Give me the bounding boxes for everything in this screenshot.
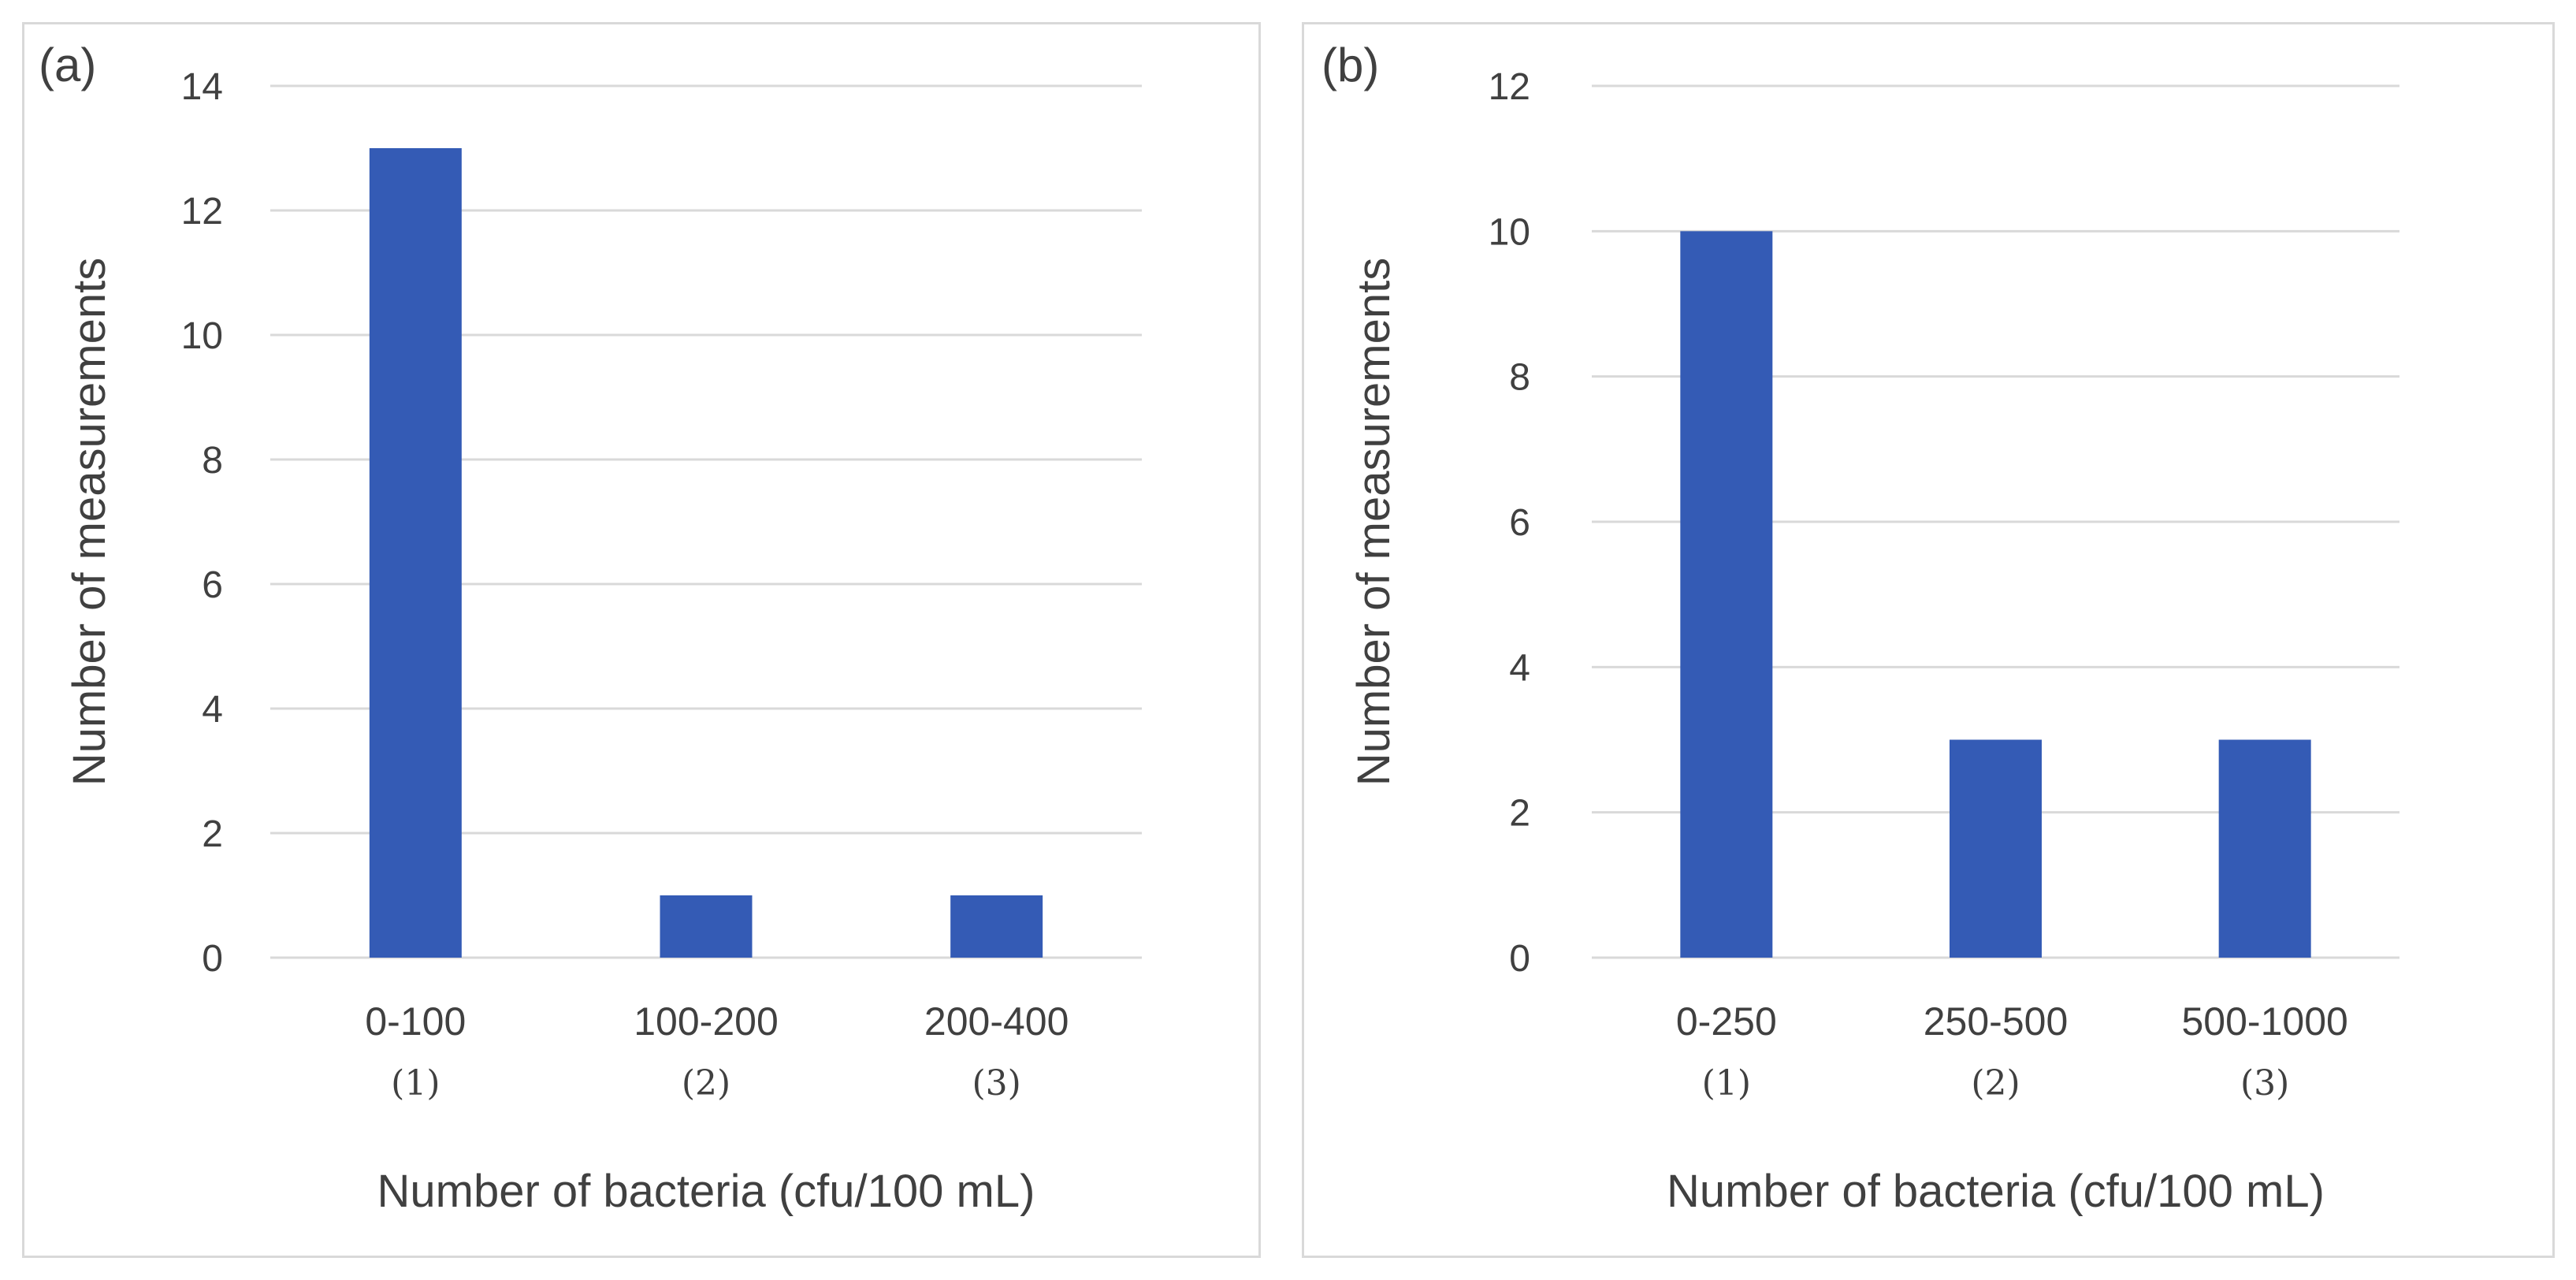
y-tick-label: 12 xyxy=(1489,66,1530,108)
y-tick-label: 8 xyxy=(202,440,223,482)
bar-chart-a: (a) 0 2 4 6 8 10 12 14 0-100 (1) 100-200 (2) 200-400 (… xyxy=(39,39,1142,1217)
x-category-label: 0-100 xyxy=(365,999,466,1044)
x-category-label: 100-200 xyxy=(634,999,779,1044)
y-tick-label: 6 xyxy=(202,564,223,606)
y-tick-label: 2 xyxy=(202,813,223,855)
y-tick-label: 0 xyxy=(1509,938,1530,980)
y-tick-label: 8 xyxy=(1509,357,1530,399)
bar xyxy=(2218,739,2311,958)
chart-panel-b: (b) 0 2 4 6 8 10 12 0-250 (1) 250-500 (2) 500-1000 (3… xyxy=(1302,22,2555,1258)
y-tick-label: 10 xyxy=(181,315,223,357)
y-tick-label: 4 xyxy=(1509,647,1530,689)
bar xyxy=(1680,231,1773,958)
x-category-number: (2) xyxy=(1971,1063,2020,1103)
y-tick-label: 2 xyxy=(1509,793,1530,835)
y-tick-label: 12 xyxy=(181,191,223,233)
panel-label: (a) xyxy=(39,39,96,91)
x-axis-title: Number of bacteria (cfu/100 mL) xyxy=(377,1166,1035,1217)
bar xyxy=(660,895,753,958)
bar xyxy=(1950,739,2042,958)
x-category-number: (1) xyxy=(391,1063,440,1103)
bar-chart-b: (b) 0 2 4 6 8 10 12 0-250 (1) 250-500 (2) 500-1000 (3… xyxy=(1321,39,2399,1217)
y-tick-label: 6 xyxy=(1509,502,1530,544)
x-category-label: 250-500 xyxy=(1924,999,2069,1044)
bar xyxy=(369,148,462,958)
y-tick-label: 0 xyxy=(202,938,223,980)
x-category-number: (3) xyxy=(972,1063,1021,1103)
x-category-label: 0-250 xyxy=(1676,999,1777,1044)
x-category-number: (2) xyxy=(682,1063,730,1103)
y-axis-title: Number of measurements xyxy=(64,258,115,786)
panel-label: (b) xyxy=(1321,39,1379,91)
y-tick-label: 14 xyxy=(181,66,223,108)
x-axis-title: Number of bacteria (cfu/100 mL) xyxy=(1667,1166,2325,1217)
x-category-label: 200-400 xyxy=(924,999,1069,1044)
y-tick-label: 10 xyxy=(1489,211,1530,253)
bar xyxy=(950,895,1043,958)
y-axis-title: Number of measurements xyxy=(1348,258,1400,786)
y-tick-label: 4 xyxy=(202,689,223,731)
x-category-label: 500-1000 xyxy=(2182,999,2348,1044)
chart-panel-a: (a) 0 2 4 6 8 10 12 14 0-100 (1) 100-200 (2) 200-400 (… xyxy=(22,22,1261,1258)
x-category-number: (3) xyxy=(2240,1063,2289,1103)
x-category-number: (1) xyxy=(1702,1063,1751,1103)
